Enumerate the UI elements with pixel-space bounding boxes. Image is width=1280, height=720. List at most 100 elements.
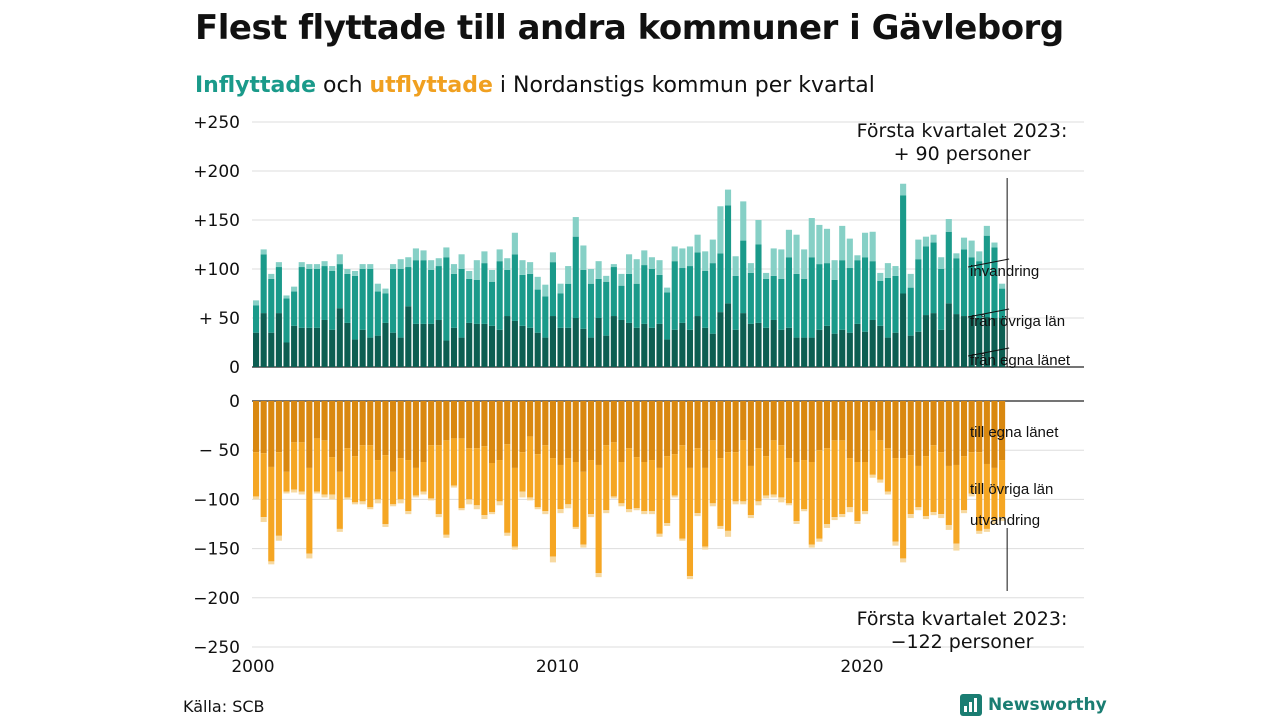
bar-outflow-2 — [846, 507, 853, 513]
bar-outflow-2 — [968, 493, 975, 497]
bar-outflow-1 — [565, 458, 572, 505]
bar-inflow-2 — [869, 231, 876, 262]
bar-outflow-0 — [922, 401, 930, 457]
bar-outflow-0 — [527, 401, 534, 437]
bar-inflow-2 — [740, 201, 747, 241]
series-leader-inflow — [967, 347, 1010, 357]
bar-inflow-1 — [801, 278, 808, 338]
bar-inflow-0 — [717, 312, 724, 367]
bar-outflow-2 — [565, 504, 572, 509]
bar-inflow-0 — [565, 327, 572, 367]
bar-inflow-0 — [572, 318, 579, 367]
bar-outflow-0 — [580, 401, 587, 472]
bar-outflow-1 — [374, 460, 381, 500]
bar-outflow-1 — [884, 448, 891, 492]
bar-outflow-0 — [717, 401, 724, 459]
bar-outflow-1 — [862, 462, 869, 512]
bar-outflow-2 — [298, 491, 305, 495]
bar-inflow-0 — [580, 328, 587, 367]
bar-outflow-1 — [702, 467, 709, 547]
bar-outflow-0 — [496, 401, 503, 461]
bar-inflow-2 — [367, 264, 374, 269]
bar-inflow-0 — [253, 332, 260, 367]
bar-outflow-2 — [671, 495, 678, 498]
bar-inflow-1 — [412, 260, 419, 324]
bar-inflow-2 — [686, 246, 694, 267]
bar-outflow-1 — [496, 460, 503, 502]
bar-chart-icon — [960, 694, 982, 716]
bar-outflow-1 — [686, 467, 694, 577]
bar-outflow-1 — [945, 465, 952, 525]
bar-inflow-0 — [420, 323, 427, 367]
bar-outflow-2 — [374, 499, 381, 504]
bar-outflow-0 — [778, 401, 785, 446]
bar-outflow-0 — [930, 401, 937, 446]
bar-inflow-0 — [618, 319, 625, 367]
bar-outflow-1 — [915, 465, 922, 508]
bar-outflow-2 — [823, 524, 831, 528]
bar-outflow-1 — [405, 460, 412, 512]
bar-outflow-1 — [724, 452, 732, 531]
bar-inflow-2 — [732, 256, 739, 276]
bar-inflow-1 — [351, 275, 359, 340]
bar-outflow-2 — [960, 510, 968, 514]
bar-inflow-1 — [595, 278, 602, 318]
bar-inflow-2 — [466, 270, 473, 279]
subtitle-rest: i Nordanstigs kommun per kvartal — [492, 73, 875, 98]
bar-outflow-0 — [732, 401, 739, 453]
bar-outflow-2 — [306, 553, 313, 559]
bar-inflow-0 — [656, 323, 663, 367]
bar-inflow-1 — [390, 269, 397, 333]
bar-inflow-1 — [823, 263, 831, 326]
bar-outflow-1 — [382, 455, 389, 524]
series-label-outflow: utvandring — [970, 512, 1040, 529]
bar-inflow-0 — [664, 339, 671, 367]
bar-outflow-0 — [390, 401, 397, 472]
bar-outflow-1 — [268, 466, 275, 562]
bar-outflow-2 — [793, 521, 800, 524]
bar-outflow-1 — [488, 462, 496, 513]
bar-inflow-2 — [336, 254, 343, 265]
bar-outflow-0 — [428, 401, 435, 446]
bar-outflow-1 — [770, 440, 777, 495]
bar-inflow-0 — [557, 327, 564, 367]
bar-inflow-2 — [565, 266, 572, 284]
bar-outflow-0 — [405, 401, 412, 461]
bar-outflow-2 — [329, 494, 336, 500]
bar-inflow-1 — [983, 235, 990, 318]
bar-outflow-0 — [915, 401, 922, 466]
bar-outflow-1 — [306, 467, 313, 554]
bar-outflow-2 — [930, 512, 937, 516]
bar-inflow-1 — [458, 269, 465, 338]
bar-outflow-0 — [253, 401, 260, 453]
bar-inflow-1 — [976, 261, 983, 318]
bar-inflow-2 — [557, 283, 564, 294]
y-tick-label-top: +250 — [193, 113, 240, 133]
bar-outflow-2 — [283, 491, 290, 494]
bar-outflow-2 — [953, 543, 960, 551]
bar-outflow-0 — [367, 401, 374, 446]
bar-inflow-2 — [405, 257, 412, 268]
bar-outflow-1 — [466, 448, 473, 500]
bar-outflow-1 — [504, 444, 511, 533]
bar-outflow-0 — [511, 401, 518, 468]
bar-outflow-1 — [336, 471, 343, 529]
y-tick-label-bottom: −200 — [193, 589, 240, 609]
bar-outflow-0 — [557, 401, 564, 465]
bar-outflow-1 — [953, 464, 960, 544]
bar-inflow-2 — [778, 249, 785, 279]
bar-inflow-2 — [321, 261, 328, 267]
bar-inflow-1 — [443, 257, 450, 341]
bar-inflow-2 — [854, 255, 861, 261]
bar-inflow-0 — [991, 318, 998, 367]
bar-outflow-1 — [869, 430, 876, 475]
bar-outflow-0 — [938, 401, 945, 453]
bar-inflow-2 — [268, 273, 275, 279]
bar-inflow-0 — [313, 327, 321, 367]
bar-outflow-0 — [481, 401, 488, 447]
bar-outflow-0 — [519, 401, 526, 453]
bar-outflow-0 — [747, 401, 754, 466]
bar-outflow-1 — [694, 448, 701, 514]
bar-outflow-2 — [831, 517, 838, 521]
x-tick-label: 2020 — [840, 657, 883, 677]
